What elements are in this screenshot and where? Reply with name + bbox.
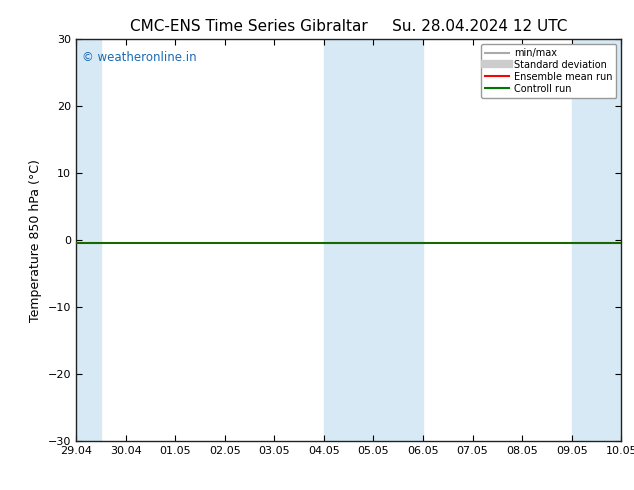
Text: © weatheronline.in: © weatheronline.in: [82, 51, 196, 64]
Bar: [76, 39, 101, 441]
Bar: [324, 39, 423, 441]
Bar: [572, 39, 634, 441]
Y-axis label: Temperature 850 hPa (°C): Temperature 850 hPa (°C): [29, 159, 42, 321]
Legend: min/max, Standard deviation, Ensemble mean run, Controll run: min/max, Standard deviation, Ensemble me…: [481, 44, 616, 98]
Title: CMC-ENS Time Series Gibraltar     Su. 28.04.2024 12 UTC: CMC-ENS Time Series Gibraltar Su. 28.04.…: [130, 19, 567, 34]
